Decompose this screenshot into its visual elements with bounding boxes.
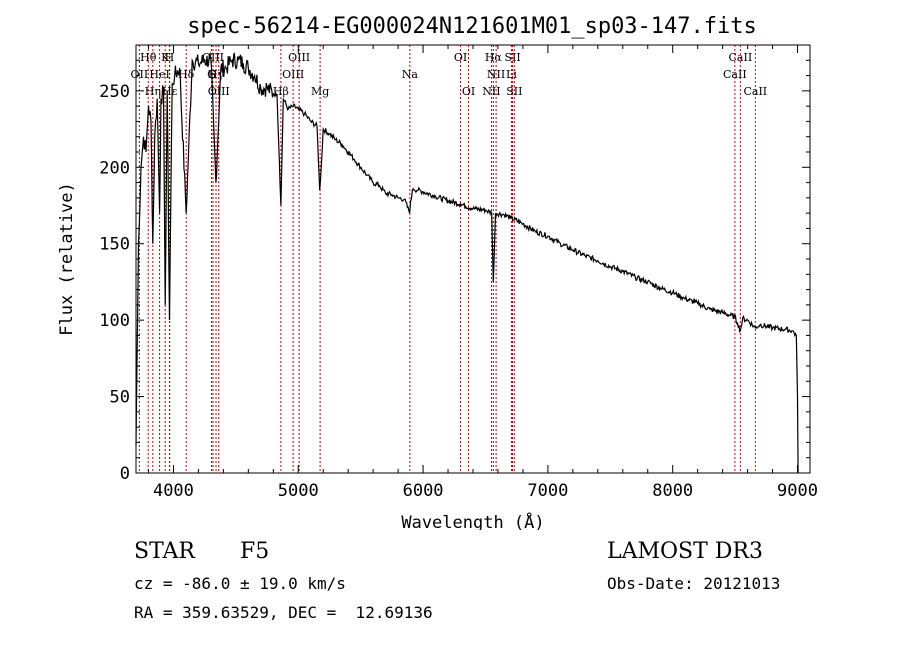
y-tick-label: 200: [99, 158, 130, 178]
spectral-line-label: K: [161, 51, 170, 64]
chart-title: spec-56214-EG000024N121601M01_sp03-147.f…: [187, 14, 757, 39]
spectral-line-label: OI: [454, 51, 467, 64]
x-tick-label: 8000: [652, 481, 693, 501]
spectral-line-label: Hε: [162, 85, 178, 98]
spectral-line-label: Hα: [485, 51, 503, 64]
spectral-line-label: CaII: [729, 51, 753, 64]
x-axis-label: Wavelength (Å): [401, 511, 544, 530]
y-tick-label: 100: [99, 311, 130, 331]
spectral-line-label: Li: [506, 68, 517, 81]
x-tick-label: 9000: [777, 481, 818, 501]
y-tick-label: 50: [110, 388, 130, 408]
spectral-line-label: NII: [482, 85, 500, 98]
obs-date: Obs-Date: 20121013: [607, 574, 781, 593]
x-tick-label: 5000: [278, 481, 319, 501]
spectrum-chart: spec-56214-EG000024N121601M01_sp03-147.f…: [57, 14, 818, 530]
spectral-line-label: NII: [487, 68, 505, 81]
x-tick-label: 4000: [153, 481, 194, 501]
y-tick-label: 0: [120, 464, 130, 484]
spectral-line-label: Hθ: [140, 51, 157, 64]
y-axis-ticks: 0 50 100 150 200 250: [99, 59, 810, 484]
spectral-line-label: H: [165, 51, 175, 64]
x-axis-ticks: 4000 5000 6000 7000 8000 9000: [147, 45, 818, 501]
spectral-line-label: Na: [402, 68, 419, 81]
redshift-cz: cz = -86.0 ± 19.0 km/s: [134, 574, 346, 593]
spectral-line-label: Hδ: [178, 68, 195, 81]
plot-frame: [135, 44, 811, 474]
spectral-line-markers: [138, 45, 756, 473]
spectral-line-label: SII: [506, 85, 522, 98]
y-tick-label: 250: [99, 82, 130, 102]
spectral-line-label: OIII: [288, 51, 310, 64]
x-tick-label: 6000: [403, 481, 444, 501]
spectral-line-label: OII: [131, 68, 149, 81]
x-tick-label: 7000: [527, 481, 568, 501]
spectral-line-label: SII: [504, 51, 520, 64]
spectral-line-label: OIII: [208, 85, 230, 98]
y-axis-label: Flux (relative): [57, 182, 77, 336]
spectral-subclass: F5: [240, 539, 270, 564]
spectral-line-label: CaII: [743, 85, 767, 98]
ra-dec: RA = 359.63529, DEC = 12.69136: [134, 603, 433, 622]
survey-name: LAMOST DR3: [607, 539, 763, 564]
spectral-line-label: CaII: [723, 68, 747, 81]
spectral-line-label: Mg: [311, 85, 329, 98]
y-tick-label: 150: [99, 235, 130, 255]
spectral-line-label: OI: [462, 85, 475, 98]
object-class: STAR: [134, 539, 195, 564]
spectral-line-label: HeI: [149, 68, 169, 81]
spectral-line-label: OIII: [282, 68, 304, 81]
spectral-line-label: Hη: [145, 85, 161, 98]
spectrum-line: [135, 51, 799, 474]
